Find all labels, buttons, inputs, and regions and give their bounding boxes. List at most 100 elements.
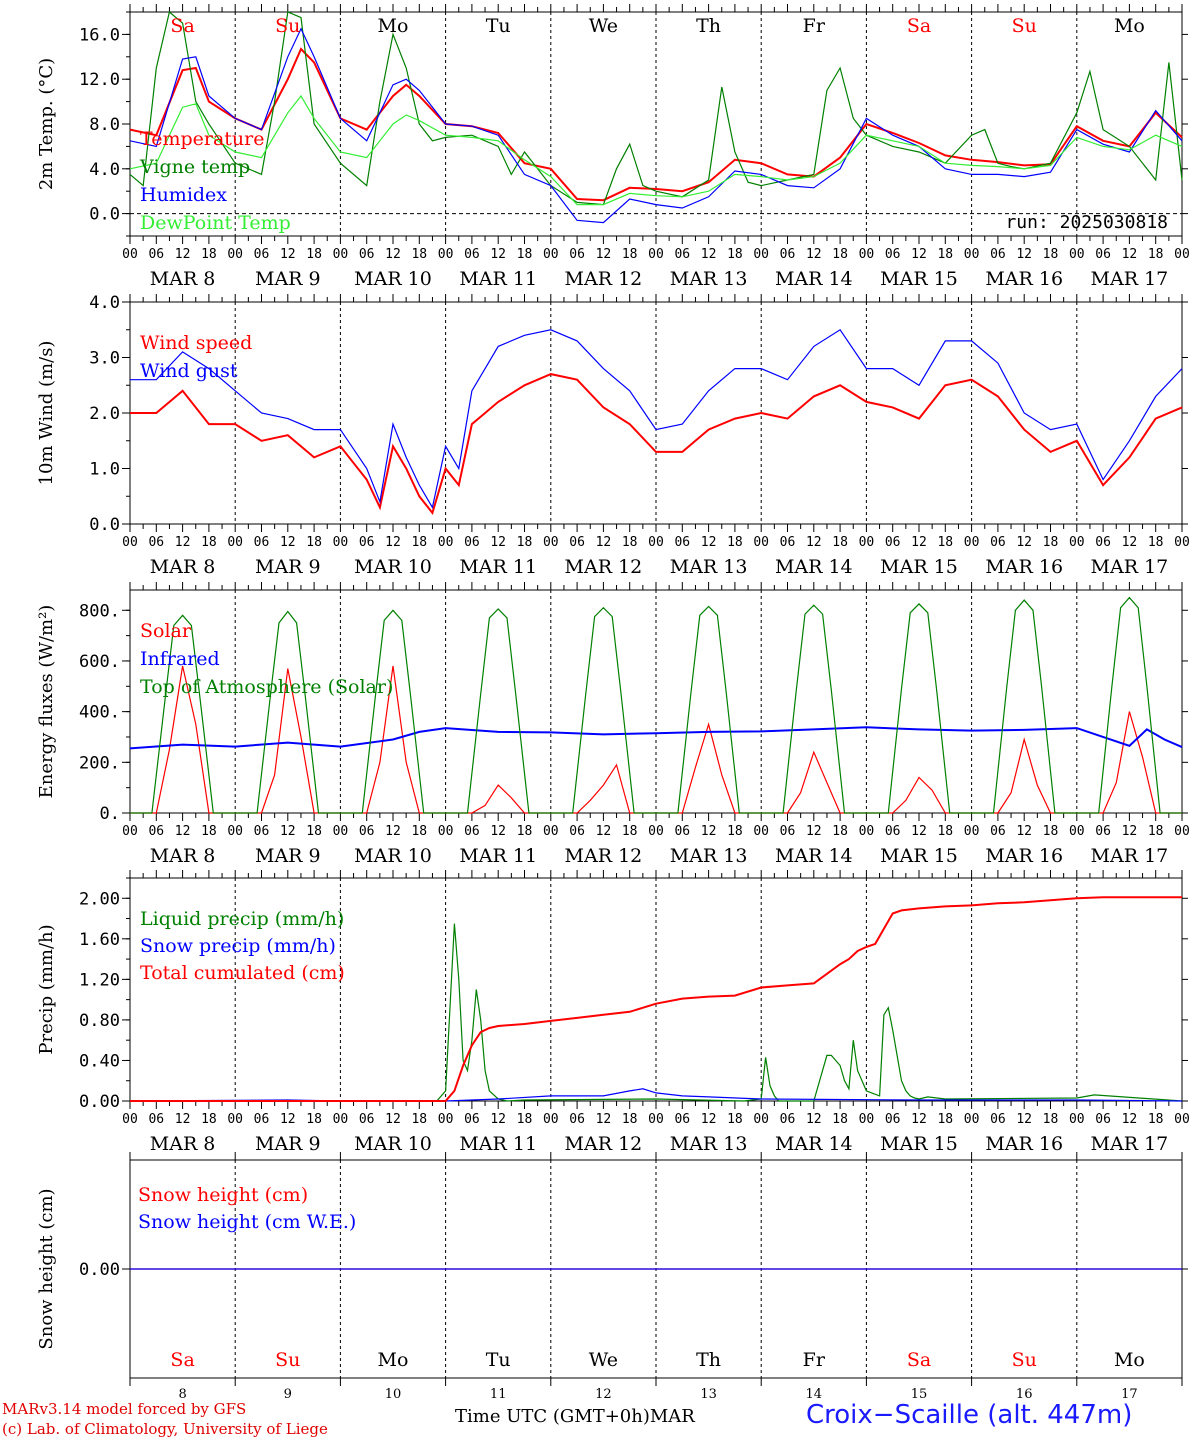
hour-label: 12 <box>1016 824 1032 839</box>
x-axis-title: Time UTC (GMT+0h)MAR <box>455 1406 695 1427</box>
hour-label: 06 <box>674 247 690 262</box>
hour-label: 12 <box>280 1112 296 1127</box>
hour-label: 06 <box>1095 824 1111 839</box>
hour-label: 12 <box>280 824 296 839</box>
weekday-label: Fr <box>803 15 826 37</box>
y-tick-label: 2.0 <box>89 404 120 424</box>
weekday-label: Sa <box>907 15 931 37</box>
date-label: MAR 9 <box>255 268 321 290</box>
hour-label: 18 <box>1148 535 1164 550</box>
hour-label: 18 <box>832 535 848 550</box>
weekday-label: Tu <box>486 15 511 37</box>
hour-label: 18 <box>517 824 533 839</box>
y-tick-label: 4.0 <box>89 293 120 313</box>
hour-label: 06 <box>674 1112 690 1127</box>
hour-label: 00 <box>753 1112 769 1127</box>
hour-label: 18 <box>411 824 427 839</box>
hour-label: 00 <box>964 1112 980 1127</box>
weekday-label: Th <box>696 15 721 37</box>
hour-label: 00 <box>122 247 138 262</box>
series-line-wind-speed <box>130 373 1183 516</box>
weekday-label: We <box>589 1349 618 1371</box>
y-tick-label: 0.80 <box>79 1011 120 1031</box>
hour-label: 12 <box>1122 824 1138 839</box>
hour-label: 06 <box>990 535 1006 550</box>
hour-label: 18 <box>937 824 953 839</box>
hour-label: 06 <box>148 247 164 262</box>
hour-label: 00 <box>1069 535 1085 550</box>
date-label: MAR 17 <box>1091 1133 1169 1155</box>
hour-label: 06 <box>1095 1112 1111 1127</box>
hour-label: 18 <box>306 1112 322 1127</box>
hour-label: 00 <box>227 824 243 839</box>
date-number: 13 <box>700 1387 717 1402</box>
hour-label: 18 <box>306 535 322 550</box>
hour-label: 00 <box>333 247 349 262</box>
hour-label: 18 <box>1043 824 1059 839</box>
weekday-label: Su <box>1012 1349 1037 1371</box>
hour-label: 12 <box>1016 1112 1032 1127</box>
hour-label: 18 <box>832 824 848 839</box>
date-label: MAR 12 <box>565 268 643 290</box>
hour-label: 18 <box>517 247 533 262</box>
hour-label: 18 <box>201 535 217 550</box>
series-line-dewpoint-temp <box>129 94 1183 206</box>
y-tick-label: 12.0 <box>79 70 120 90</box>
y-tick-label: 4.0 <box>89 160 120 180</box>
weekday-label: Tu <box>486 1349 511 1371</box>
hour-label: 12 <box>806 824 822 839</box>
date-label: MAR 12 <box>565 556 643 578</box>
series-line-liquid-precip-mm-h- <box>130 923 1183 1102</box>
hour-label: 12 <box>911 824 927 839</box>
legend-entry: Vigne temp <box>139 156 250 178</box>
y-tick-label: 0.0 <box>89 205 120 225</box>
panel-temperature: 0.0 4.0 8.0 12.0 16.0 2m Temp. (°C) Temperatur… <box>36 4 1190 290</box>
date-label: MAR 17 <box>1091 268 1169 290</box>
hour-label: 18 <box>1043 247 1059 262</box>
legend-entry: Temperature <box>140 128 264 150</box>
weekday-label: Sa <box>170 15 194 37</box>
weekday-label: Mo <box>1114 1349 1145 1371</box>
legend-entry: Solar <box>140 620 192 642</box>
panel-wind: 0.0 1.0 2.0 3.0 4.0 10m Wind (m/s) Wind speed W… <box>36 293 1190 578</box>
y-tick-label: 0.00 <box>79 1092 120 1112</box>
hour-label: 12 <box>175 1112 191 1127</box>
date-number: 9 <box>284 1387 292 1402</box>
hour-label: 06 <box>148 824 164 839</box>
y-tick-label: 400. <box>79 703 120 723</box>
hour-label: 12 <box>175 535 191 550</box>
hour-label: 06 <box>254 1112 270 1127</box>
series-line-infrared <box>129 726 1183 750</box>
date-label: MAR 15 <box>880 268 958 290</box>
weekday-label: Su <box>275 1349 300 1371</box>
date-label: MAR 14 <box>775 268 853 290</box>
date-label: MAR 16 <box>985 1133 1063 1155</box>
hour-label: 06 <box>254 535 270 550</box>
x-axis-month: MAR <box>649 1406 695 1427</box>
hour-label: 12 <box>806 535 822 550</box>
hour-label: 06 <box>990 1112 1006 1127</box>
date-label: MAR 11 <box>459 845 537 867</box>
legend-entry: Wind gust <box>140 360 238 382</box>
hour-label: 18 <box>411 535 427 550</box>
hour-label: 00 <box>122 824 138 839</box>
hour-label: 00 <box>859 247 875 262</box>
hour-label: 12 <box>490 824 506 839</box>
x-axis-title-text: Time UTC (GMT+0h) <box>455 1406 650 1427</box>
hour-label: 00 <box>648 1112 664 1127</box>
hour-label: 06 <box>674 535 690 550</box>
hour-label: 12 <box>1016 535 1032 550</box>
hour-label: 12 <box>1122 247 1138 262</box>
y-tick-label: 1.20 <box>79 970 120 990</box>
hour-label: 18 <box>937 535 953 550</box>
hour-label: 06 <box>569 535 585 550</box>
hour-label: 12 <box>701 824 717 839</box>
date-number: 15 <box>911 1387 928 1402</box>
weekday-label: Mo <box>1114 15 1145 37</box>
date-label: MAR 16 <box>985 268 1063 290</box>
date-label: MAR 15 <box>880 1133 958 1155</box>
hour-label: 06 <box>780 824 796 839</box>
hour-label: 12 <box>806 1112 822 1127</box>
hour-label: 00 <box>648 247 664 262</box>
date-label: MAR 14 <box>775 845 853 867</box>
